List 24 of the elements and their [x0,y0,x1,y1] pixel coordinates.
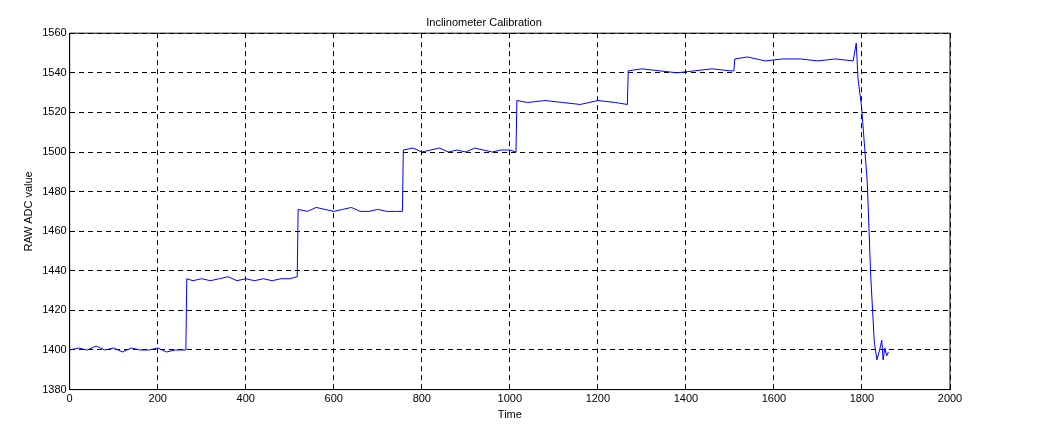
y-tick-label: 1480 [42,184,67,197]
x-axis-title: Time [497,408,522,421]
y-tick-label: 1460 [42,224,67,237]
x-tick-label: 1000 [497,392,523,405]
x-tick-label: 400 [236,392,255,405]
y-tick-label: 1520 [42,105,67,118]
x-tick-label: 800 [412,392,431,405]
y-tick-label: 1380 [42,382,67,395]
x-tick-label: 1200 [585,392,611,405]
x-tick-label: 200 [148,392,167,405]
y-tick-label: 1420 [42,303,67,316]
y-tick-label: 1440 [42,263,67,276]
x-tick-label: 2000 [937,392,963,405]
x-tick-label: 1400 [673,392,699,405]
chart-title: Inclinometer Calibration [426,15,542,28]
x-tick-label: 1800 [849,392,875,405]
x-tick-label: 1600 [761,392,787,405]
y-tick-label: 1400 [42,343,67,356]
y-tick-label: 1560 [42,26,67,39]
y-tick-label: 1500 [42,145,67,158]
y-axis-title: RAW ADC value [21,171,34,252]
x-tick-label: 0 [66,392,73,405]
y-tick-label: 1540 [42,65,67,78]
x-tick-label: 600 [324,392,343,405]
